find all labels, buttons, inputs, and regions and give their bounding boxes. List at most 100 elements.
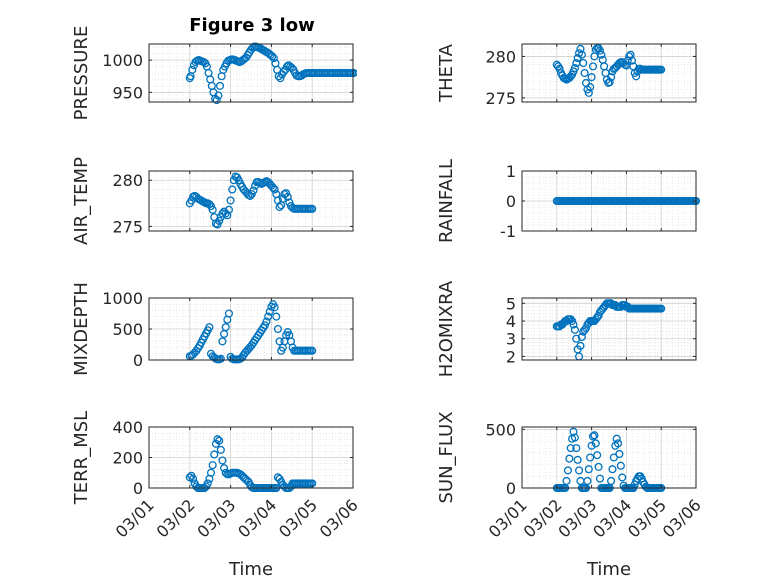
data-point: [228, 185, 237, 194]
x-tick-label: 03/01: [112, 495, 158, 541]
x-tick-label: 03/01: [485, 495, 531, 541]
y-axis-label: THETA: [436, 43, 457, 103]
data-point: [576, 44, 585, 54]
y-tick-label: 3: [506, 330, 516, 349]
data-point: [593, 451, 602, 460]
axes-box: [521, 426, 697, 489]
data-point: [605, 78, 614, 87]
data-point: [264, 312, 273, 321]
data-point: [568, 316, 577, 326]
data-point: [566, 444, 575, 453]
subplot-sun_flux: 0 500 SUN_FLUX 03/0103/0203/0303/0403/0503/…: [436, 411, 705, 580]
y-axis-label: PRESSURE: [71, 26, 92, 121]
data-point: [588, 432, 598, 441]
data-point: [577, 332, 586, 342]
data-point: [349, 68, 357, 78]
data-point: [595, 46, 605, 55]
y-tick-label: 1000: [102, 289, 143, 308]
data-point: [595, 474, 605, 483]
data-point: [584, 465, 593, 474]
data-point: [224, 309, 234, 318]
data-point: [215, 216, 224, 225]
data-point: [208, 461, 217, 470]
data-point: [205, 323, 214, 332]
data-point: [580, 68, 589, 78]
x-tick-label: 03/05: [624, 495, 670, 541]
y-tick-label: 500: [112, 320, 143, 339]
x-axis-label: Time: [228, 559, 273, 580]
data-point: [206, 468, 216, 477]
data-point: [265, 307, 274, 316]
x-tick-label: 03/06: [316, 495, 362, 541]
data-point: [212, 96, 221, 105]
data-point: [221, 323, 230, 332]
data-point: [626, 50, 635, 59]
data-point: [569, 320, 578, 329]
data-point: [276, 74, 285, 83]
data-point: [570, 63, 579, 73]
data-point: [213, 435, 222, 444]
x-tick-label: 03/02: [153, 495, 199, 541]
data-point: [609, 453, 618, 462]
y-tick-label: 280: [112, 171, 143, 190]
series-markers: [185, 300, 317, 364]
data-point: [569, 427, 578, 436]
data-point: [308, 346, 317, 355]
data-point: [616, 461, 625, 470]
y-tick-label: 0: [506, 479, 516, 498]
axes-box: [148, 43, 354, 103]
data-point: [583, 476, 592, 486]
data-point: [220, 464, 229, 473]
x-tick-label: 03/06: [659, 495, 705, 541]
y-tick-label: 280: [485, 47, 516, 66]
data-point: [218, 209, 227, 218]
data-point: [627, 56, 637, 65]
data-point: [308, 204, 317, 213]
data-point: [562, 476, 571, 486]
data-point: [213, 220, 222, 229]
data-point: [591, 439, 600, 448]
y-tick-label: 5: [506, 294, 516, 313]
data-point: [215, 81, 225, 90]
y-tick-label: 400: [112, 418, 143, 437]
y-tick-label: 1: [506, 162, 516, 181]
subplot-air_temp: 275 280 AIR_TEMP: [71, 157, 354, 245]
subplot-mixdepth: 0 500 1000 MIXDEPTH: [71, 282, 354, 376]
data-point: [577, 50, 586, 59]
x-tick-label: 03/03: [554, 495, 600, 541]
data-point: [270, 303, 279, 312]
data-point: [570, 325, 579, 334]
subplot-pressure: 950 1000 PRESSURE: [71, 26, 357, 121]
data-point: [268, 183, 278, 192]
data-point: [270, 185, 279, 194]
data-point: [247, 190, 256, 199]
data-point: [208, 205, 217, 214]
y-axis-label: RAINFALL: [436, 159, 457, 243]
data-point: [587, 73, 596, 82]
y-tick-label: 200: [112, 449, 143, 468]
data-point: [268, 52, 277, 61]
axes-box: [148, 170, 354, 232]
data-point: [249, 186, 258, 195]
x-tick-label: 03/02: [520, 495, 566, 541]
data-point: [584, 88, 593, 97]
y-tick-label: 0: [133, 351, 143, 370]
y-axis-label: SUN_FLUX: [436, 411, 457, 503]
x-tick-label: 03/04: [589, 495, 635, 541]
data-point: [657, 304, 666, 313]
y-axis-label: AIR_TEMP: [71, 157, 92, 245]
data-point: [216, 445, 225, 454]
y-tick-label: 0: [506, 192, 516, 211]
subplot-rainfall: -1 0 1 RAINFALL: [436, 159, 700, 243]
x-axis-label: Time: [586, 559, 631, 580]
data-point: [597, 50, 606, 59]
data-point: [223, 211, 232, 220]
data-point: [607, 476, 616, 486]
data-point: [572, 444, 581, 453]
data-point: [579, 59, 588, 68]
y-tick-label: 1000: [102, 51, 143, 70]
data-point: [215, 436, 224, 445]
data-point: [282, 62, 291, 71]
